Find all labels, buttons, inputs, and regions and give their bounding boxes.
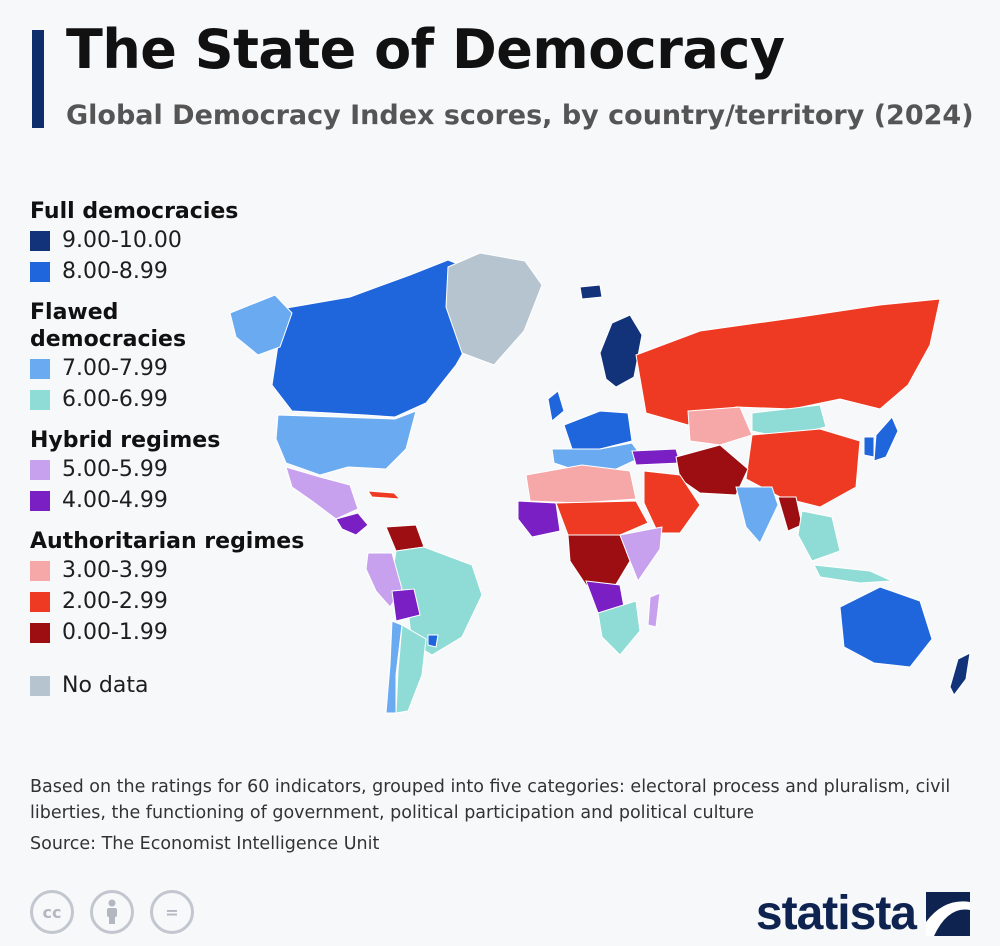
legend-item: 9.00-10.00 [30,225,320,256]
world-map [229,252,971,714]
page-subtitle: Global Democracy Index scores, by countr… [66,100,974,131]
legend-swatch [30,230,50,251]
legend-swatch [30,560,50,581]
map-region-uruguay [427,634,439,648]
brand-logo: statista [756,886,970,941]
map-region-india [735,486,779,544]
map-region-uk [547,390,565,422]
legend-swatch [30,261,50,282]
legend-swatch [30,622,50,643]
no-derivatives-icon: = [150,890,194,934]
map-region-western-europe [563,410,633,450]
legend-item-no-data: No data [30,670,320,701]
map-region-indonesia [813,564,893,584]
map-region-southern-africa [597,600,641,656]
statista-logo-icon [926,891,970,936]
map-region-argentina [395,624,427,714]
legend: Full democracies 9.00-10.00 8.00-8.99 Flawe… [30,198,320,701]
page-title: The State of Democracy [66,18,785,81]
legend-swatch [30,490,50,511]
brand-name: statista [755,887,917,940]
legend-label: No data [62,673,149,698]
legend-group: Flawed democracies 7.00-7.99 6.00-6.99 [30,299,320,415]
cc-icon: cc [30,890,74,934]
license-icons: cc = [30,890,194,934]
map-region-canada [271,259,481,418]
map-region-japan [873,416,899,462]
legend-label: 4.00-4.99 [62,488,168,513]
legend-item: 2.00-2.99 [30,586,320,617]
title-accent-bar [32,30,44,128]
legend-item: 8.00-8.99 [30,256,320,287]
legend-item: 6.00-6.99 [30,384,320,415]
map-region-venezuela [385,524,425,552]
legend-swatch [30,389,50,410]
legend-item: 4.00-4.99 [30,485,320,516]
map-region-kazakhstan [687,406,753,446]
map-region-nordic [599,314,643,388]
map-region-russia [635,298,941,426]
legend-label: 5.00-5.99 [62,457,168,482]
map-region-arabia [643,470,701,534]
legend-item: 7.00-7.99 [30,353,320,384]
map-region-west-africa [517,500,561,538]
legend-label: 2.00-2.99 [62,589,168,614]
map-region-east-africa [619,526,663,583]
legend-swatch [30,591,50,612]
source-note: Source: The Economist Intelligence Unit [30,834,380,854]
map-region-mexico [285,466,359,520]
map-region-north-africa [525,464,637,504]
map-region-greenland [445,252,543,366]
map-region-sahel [555,500,649,536]
legend-label: 9.00-10.00 [62,228,182,253]
legend-heading: Authoritarian regimes [30,529,305,554]
legend-label: 6.00-6.99 [62,387,168,412]
legend-label: 8.00-8.99 [62,259,168,284]
legend-label: 0.00-1.99 [62,620,168,645]
map-region-southeast-asia [797,510,841,562]
legend-label: 3.00-3.99 [62,558,168,583]
map-region-central-america [335,512,369,536]
footnote: Based on the ratings for 60 indicators, … [30,777,951,823]
legend-heading: Flawed democracies [30,300,187,352]
map-region-australia [839,586,933,668]
legend-group: Hybrid regimes 5.00-5.99 4.00-4.99 [30,427,320,516]
map-region-alaska [229,294,293,356]
legend-swatch [30,675,50,696]
legend-heading: Hybrid regimes [30,428,221,453]
legend-item: 0.00-1.99 [30,617,320,648]
map-region-turkey [631,448,681,466]
map-region-new-zealand [949,652,971,696]
map-region-usa [275,410,417,476]
map-region-korea [863,436,875,458]
map-region-southern-europe [551,442,643,472]
map-region-madagascar [647,592,661,628]
legend-swatch [30,358,50,379]
map-region-iceland [579,284,603,300]
legend-label: 7.00-7.99 [62,356,168,381]
legend-item: 5.00-5.99 [30,454,320,485]
map-region-cuba [367,490,402,500]
legend-group: Authoritarian regimes 3.00-3.99 2.00-2.99 0… [30,528,320,648]
legend-group: Full democracies 9.00-10.00 8.00-8.99 [30,198,320,287]
attribution-icon [90,890,134,934]
legend-heading: Full democracies [30,199,239,224]
legend-item: 3.00-3.99 [30,555,320,586]
map-region-china [745,428,861,508]
legend-swatch [30,459,50,480]
map-region-bolivia [391,588,421,622]
